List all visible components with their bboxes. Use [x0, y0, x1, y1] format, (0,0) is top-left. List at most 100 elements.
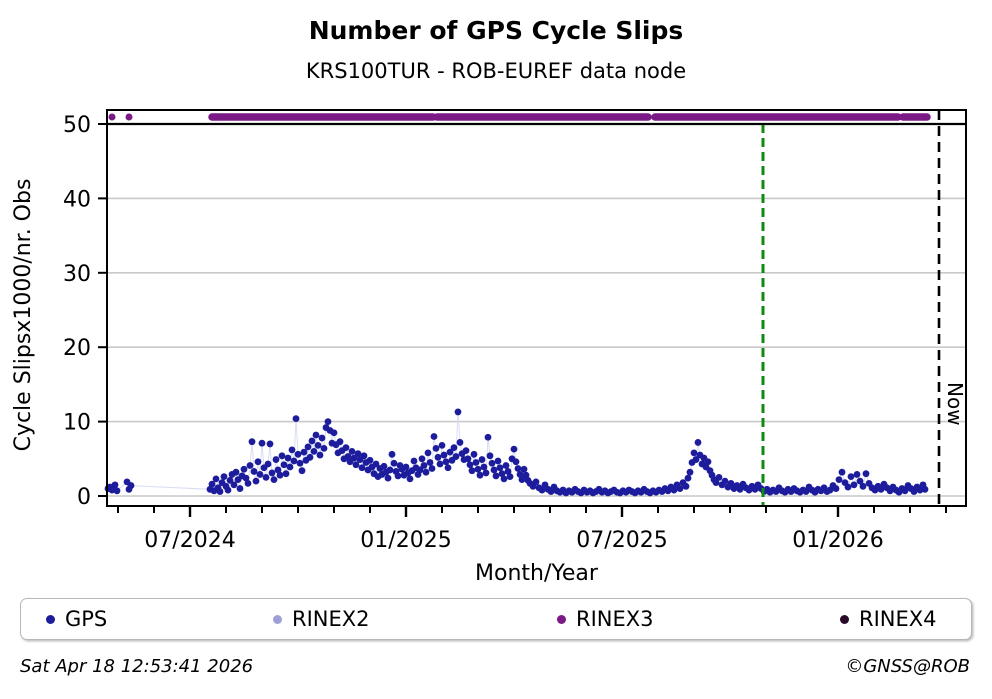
gps-point — [113, 487, 121, 495]
y-tick-label: 30 — [63, 262, 91, 287]
gps-point — [428, 465, 436, 472]
gps-point — [127, 482, 135, 489]
gps-point — [442, 458, 450, 466]
gps-point — [286, 463, 294, 471]
gps-point — [686, 468, 694, 476]
gps-point — [294, 450, 302, 458]
gps-point — [462, 447, 470, 455]
gps-point — [268, 469, 276, 477]
y-tick-label: 50 — [63, 113, 91, 138]
gps-point — [394, 472, 402, 480]
gps-point — [276, 471, 284, 479]
gps-point — [242, 474, 250, 482]
gps-point — [490, 466, 498, 474]
rinex4-marker-icon — [840, 614, 849, 624]
gps-point — [472, 459, 480, 466]
gps-point — [330, 429, 338, 437]
gps-point — [426, 459, 434, 466]
gps-point — [410, 457, 418, 465]
gps-point — [424, 449, 432, 457]
gps-point — [859, 482, 867, 490]
gps-point — [252, 477, 260, 485]
gps-point — [847, 473, 855, 481]
gps-point — [438, 442, 446, 449]
legend-item-rinex3: RINEX3 — [557, 599, 654, 639]
gps-point — [258, 439, 266, 447]
gps-point — [488, 459, 496, 467]
gps-point — [256, 471, 264, 478]
gps-point — [418, 455, 426, 463]
gps-point — [284, 454, 292, 462]
gps-point — [278, 452, 286, 460]
gps-point — [506, 473, 514, 481]
gps-point — [921, 485, 929, 493]
gps-point — [324, 418, 332, 425]
gps-point — [108, 486, 116, 494]
credit-label: ©GNSS@ROB — [845, 656, 970, 677]
gps-point — [240, 465, 248, 473]
rinex3-availability-dot — [108, 113, 116, 121]
gps-point — [212, 475, 220, 483]
rinex3-marker-icon — [557, 614, 566, 624]
gps-point — [456, 439, 464, 446]
gps-point — [296, 459, 304, 467]
gps-point — [380, 462, 388, 470]
gps-point — [484, 433, 492, 441]
gps-point — [494, 457, 502, 465]
page-title: Number of GPS Cycle Slips — [308, 16, 684, 45]
gps-point — [388, 450, 396, 458]
gps-point — [510, 445, 518, 453]
gps-point — [444, 464, 452, 472]
gps-point — [352, 461, 360, 469]
gps-point — [390, 459, 398, 467]
gps-point — [244, 479, 252, 487]
legend: GPS RINEX2 RINEX3 RINEX4 — [20, 598, 972, 640]
gps-point — [690, 449, 698, 457]
gps-point — [264, 460, 272, 468]
gps-point — [516, 471, 524, 478]
x-axis-label: Month/Year — [475, 561, 599, 586]
gps-point — [482, 469, 490, 477]
gps-point — [498, 470, 506, 478]
gps-point — [712, 479, 720, 487]
gps-point — [736, 485, 744, 493]
legend-label: GPS — [65, 607, 108, 631]
gps-point — [292, 415, 300, 423]
gps-point — [350, 454, 358, 462]
cycle-slips-chart: Now 0 10 20 30 40 50 07/2024 01/2025 07/2025 01/20… — [11, 109, 967, 586]
gps-point — [316, 451, 324, 459]
gps-point — [538, 486, 546, 494]
gps-point — [270, 476, 278, 484]
gps-point — [430, 433, 438, 440]
gps-point — [248, 438, 256, 446]
gps-point — [500, 475, 508, 483]
gps-point — [312, 431, 320, 439]
y-tick-label: 10 — [63, 411, 91, 436]
x-tick-label: 01/2025 — [360, 528, 451, 553]
now-label: Now — [943, 382, 967, 426]
gps-point — [486, 452, 494, 460]
gps-point — [308, 437, 316, 445]
gps-point — [406, 475, 414, 483]
gps-point — [832, 485, 840, 492]
y-tick-label: 0 — [77, 485, 91, 510]
gps-point — [366, 456, 374, 464]
gps-point — [835, 476, 843, 484]
gps-point — [916, 486, 924, 494]
gps-point — [692, 456, 700, 463]
gps-point — [464, 455, 472, 463]
gps-point — [492, 472, 500, 480]
legend-item-rinex2: RINEX2 — [273, 599, 370, 639]
gps-point — [502, 462, 510, 469]
gps-point — [670, 486, 678, 494]
gps-point — [862, 470, 870, 478]
y-tick-label: 40 — [63, 187, 91, 212]
gps-point — [470, 450, 478, 458]
gps-point — [838, 468, 846, 476]
gps-point — [450, 444, 458, 452]
gps-point — [310, 447, 318, 455]
gps-point — [856, 477, 864, 485]
gps-point — [721, 477, 729, 485]
gps-point — [468, 467, 476, 475]
